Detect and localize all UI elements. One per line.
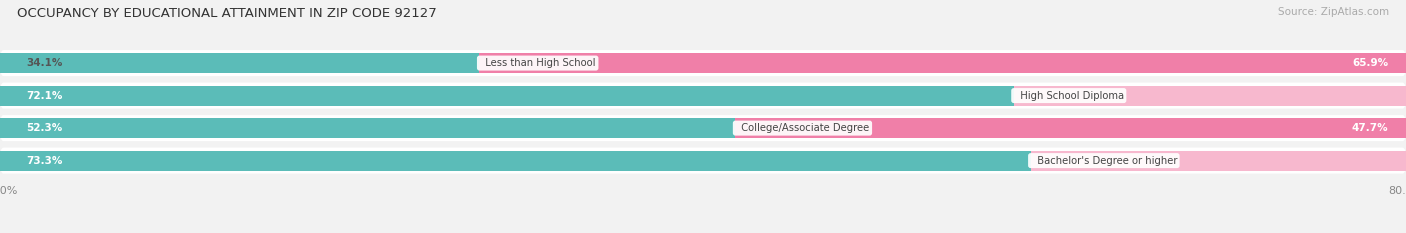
Bar xyxy=(1031,151,1406,171)
Bar xyxy=(0,86,1014,106)
Bar xyxy=(479,53,1406,73)
Text: College/Associate Degree: College/Associate Degree xyxy=(735,123,869,133)
FancyBboxPatch shape xyxy=(0,147,1406,174)
Text: 65.9%: 65.9% xyxy=(1353,58,1389,68)
Text: 72.1%: 72.1% xyxy=(27,91,63,101)
Text: OCCUPANCY BY EDUCATIONAL ATTAINMENT IN ZIP CODE 92127: OCCUPANCY BY EDUCATIONAL ATTAINMENT IN Z… xyxy=(17,7,437,20)
Text: Less than High School: Less than High School xyxy=(479,58,596,68)
Text: Source: ZipAtlas.com: Source: ZipAtlas.com xyxy=(1278,7,1389,17)
FancyBboxPatch shape xyxy=(0,115,1406,141)
Text: 34.1%: 34.1% xyxy=(27,58,63,68)
Text: High School Diploma: High School Diploma xyxy=(1014,91,1123,101)
Text: 73.3%: 73.3% xyxy=(27,156,63,166)
Bar xyxy=(0,151,1031,171)
Text: 47.7%: 47.7% xyxy=(1351,123,1389,133)
Bar xyxy=(0,53,479,73)
FancyBboxPatch shape xyxy=(0,50,1406,76)
Text: Bachelor's Degree or higher: Bachelor's Degree or higher xyxy=(1031,156,1177,166)
Bar xyxy=(1014,86,1406,106)
Bar xyxy=(0,118,735,138)
FancyBboxPatch shape xyxy=(0,82,1406,109)
Text: 52.3%: 52.3% xyxy=(27,123,63,133)
Bar xyxy=(735,118,1406,138)
